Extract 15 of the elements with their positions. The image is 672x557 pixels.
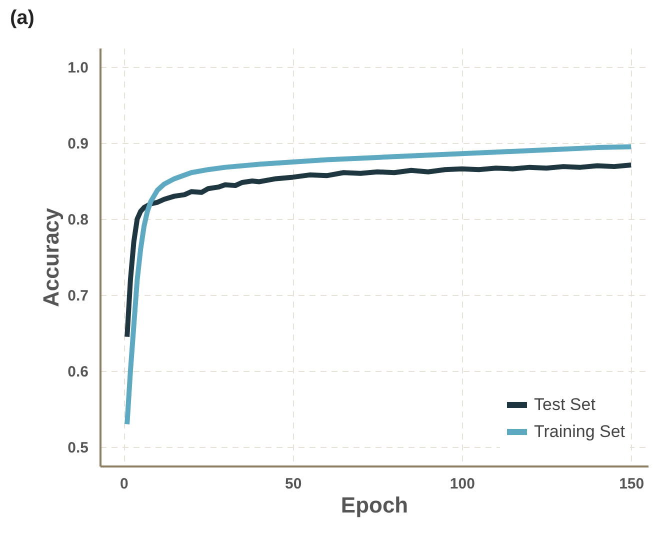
x-tick-label: 50 [284,476,302,492]
y-tick-label: 0.7 [68,288,88,304]
y-axis-title: Accuracy [38,207,64,308]
y-tick-label: 0.8 [68,212,88,228]
x-tick-label: 100 [450,476,475,492]
y-tick-label: 0.6 [68,364,88,380]
y-tick-label: 0.5 [68,440,88,456]
legend-label: Test Set [534,395,596,414]
legend-label: Training Set [534,422,626,441]
y-tick-label: 1.0 [68,60,88,76]
chart-title: (a) [10,7,34,29]
x-tick-label: 0 [120,476,128,492]
x-axis-title: Epoch [340,492,408,518]
y-tick-label: 0.9 [68,136,88,152]
x-tick-label: 150 [619,476,644,492]
